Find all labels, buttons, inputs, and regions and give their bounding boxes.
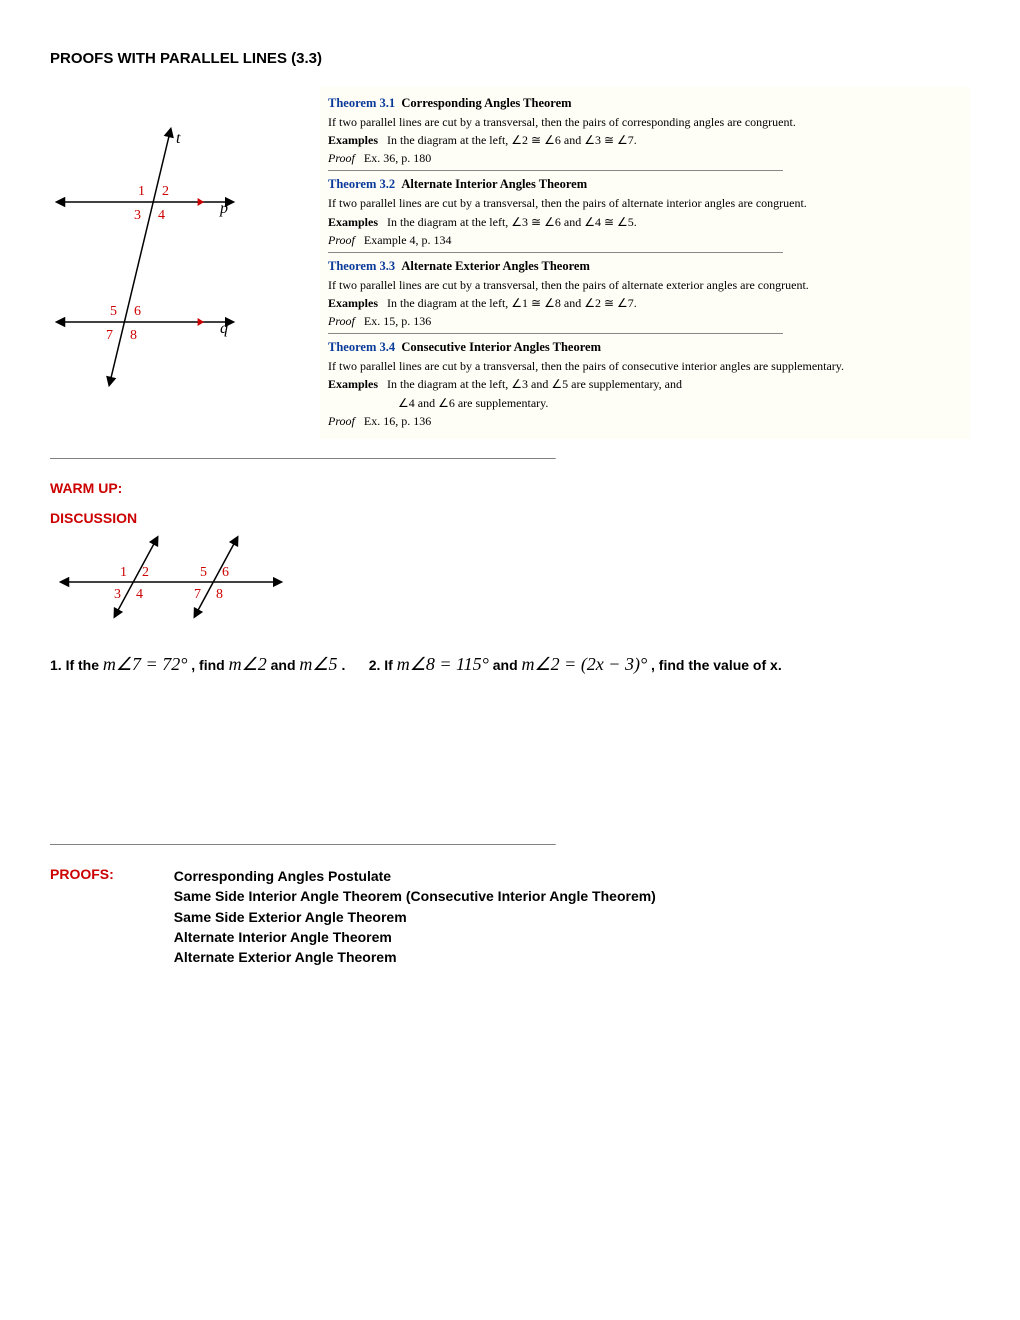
theorem-divider xyxy=(328,252,783,253)
theorem-example: In the diagram at the left, ∠3 ≅ ∠6 and … xyxy=(387,215,637,229)
svg-text:5: 5 xyxy=(110,304,117,319)
theorem-desc: If two parallel lines are cut by a trans… xyxy=(328,114,960,130)
svg-text:4: 4 xyxy=(136,587,143,602)
theorem-divider xyxy=(328,170,783,171)
svg-text:7: 7 xyxy=(194,587,201,602)
q1-end: . xyxy=(341,657,345,673)
proof-item: Same Side Exterior Angle Theorem xyxy=(174,907,656,927)
question-row: 1. If the m∠7 = 72° , find m∠2 and m∠5 .… xyxy=(50,647,970,681)
svg-text:4: 4 xyxy=(158,208,165,223)
proof-item: Alternate Interior Angle Theorem xyxy=(174,927,656,947)
q2-end: , find the value of x. xyxy=(651,657,782,673)
theorem-3-1: Theorem 3.1 Corresponding Angles Theorem… xyxy=(328,95,960,171)
q2-mid: and xyxy=(493,657,522,673)
section-divider: ________________________________________… xyxy=(50,445,970,460)
top-section: t p q 1 2 3 4 5 6 7 8 Theorem 3.1 Corres… xyxy=(50,87,970,439)
proof-label: Proof xyxy=(328,314,355,328)
page-title: PROOFS WITH PARALLEL LINES (3.3) xyxy=(50,50,970,67)
examples-label: Examples xyxy=(328,377,378,391)
proof-label: Proof xyxy=(328,414,355,428)
svg-text:3: 3 xyxy=(134,208,141,223)
math-m5: m∠5 xyxy=(299,654,337,674)
svg-text:1: 1 xyxy=(138,184,145,199)
math-m2x: m∠2 = (2x − 3)° xyxy=(522,654,648,674)
warmup-heading: WARM UP: xyxy=(50,480,970,496)
proof-label: Proof xyxy=(328,233,355,247)
svg-text:6: 6 xyxy=(222,565,229,580)
proof-item: Same Side Interior Angle Theorem (Consec… xyxy=(174,886,656,906)
proof-ref: Example 4, p. 134 xyxy=(364,233,452,247)
theorem-name: Consecutive Interior Angles Theorem xyxy=(401,340,601,354)
proof-ref: Ex. 36, p. 180 xyxy=(364,151,431,165)
theorem-divider xyxy=(328,333,783,334)
svg-text:q: q xyxy=(220,320,228,337)
svg-text:2: 2 xyxy=(142,565,149,580)
theorem-3-4: Theorem 3.4 Consecutive Interior Angles … xyxy=(328,339,960,429)
theorem-name: Alternate Interior Angles Theorem xyxy=(401,177,587,191)
svg-text:2: 2 xyxy=(162,184,169,199)
theorem-desc: If two parallel lines are cut by a trans… xyxy=(328,358,960,374)
theorem-name: Corresponding Angles Theorem xyxy=(401,96,571,110)
theorem-number: Theorem 3.4 xyxy=(328,340,395,354)
svg-text:7: 7 xyxy=(106,328,113,343)
svg-text:8: 8 xyxy=(130,328,137,343)
parallel-lines-diagram: t p q 1 2 3 4 5 6 7 8 xyxy=(50,87,290,439)
examples-label: Examples xyxy=(328,215,378,229)
discussion-heading: DISCUSSION xyxy=(50,510,970,526)
section-divider: ________________________________________… xyxy=(50,831,970,846)
theorem-desc: If two parallel lines are cut by a trans… xyxy=(328,195,960,211)
svg-text:8: 8 xyxy=(216,587,223,602)
proof-ref: Ex. 15, p. 136 xyxy=(364,314,431,328)
svg-text:5: 5 xyxy=(200,565,207,580)
theorem-example: In the diagram at the left, ∠1 ≅ ∠8 and … xyxy=(387,296,637,310)
q1-mid2: and xyxy=(271,657,300,673)
proofs-list: Corresponding Angles Postulate Same Side… xyxy=(174,866,656,967)
theorem-3-2: Theorem 3.2 Alternate Interior Angles Th… xyxy=(328,176,960,252)
theorems-panel: Theorem 3.1 Corresponding Angles Theorem… xyxy=(320,87,970,439)
svg-text:6: 6 xyxy=(134,304,141,319)
svg-text:1: 1 xyxy=(120,565,127,580)
theorem-name: Alternate Exterior Angles Theorem xyxy=(401,259,590,273)
proofs-label: PROOFS: xyxy=(50,866,114,967)
theorem-3-3: Theorem 3.3 Alternate Exterior Angles Th… xyxy=(328,258,960,334)
proof-item: Alternate Exterior Angle Theorem xyxy=(174,947,656,967)
proof-label: Proof xyxy=(328,151,355,165)
math-m8: m∠8 = 115° xyxy=(397,654,489,674)
math-m7: m∠7 = 72° xyxy=(103,654,187,674)
theorem-example: In the diagram at the left, ∠3 and ∠5 ar… xyxy=(387,377,682,391)
proof-ref: Ex. 16, p. 136 xyxy=(364,414,431,428)
theorem-example: In the diagram at the left, ∠2 ≅ ∠6 and … xyxy=(387,133,637,147)
examples-label: Examples xyxy=(328,133,378,147)
discussion-diagram: 1 2 3 4 5 6 7 8 xyxy=(56,532,970,627)
proof-item: Corresponding Angles Postulate xyxy=(174,866,656,886)
math-m2: m∠2 xyxy=(229,654,267,674)
q1-mid1: , find xyxy=(191,657,228,673)
theorem-number: Theorem 3.1 xyxy=(328,96,395,110)
theorem-number: Theorem 3.3 xyxy=(328,259,395,273)
q1-prefix: 1. If the xyxy=(50,657,103,673)
svg-text:3: 3 xyxy=(114,587,121,602)
proofs-section: ________________________________________… xyxy=(50,831,970,967)
theorem-example-line2: ∠4 and ∠6 are supplementary. xyxy=(328,395,960,411)
theorem-desc: If two parallel lines are cut by a trans… xyxy=(328,277,960,293)
q2-prefix: 2. If xyxy=(369,657,397,673)
theorem-number: Theorem 3.2 xyxy=(328,177,395,191)
examples-label: Examples xyxy=(328,296,378,310)
svg-text:p: p xyxy=(219,200,228,217)
svg-text:t: t xyxy=(176,130,181,147)
